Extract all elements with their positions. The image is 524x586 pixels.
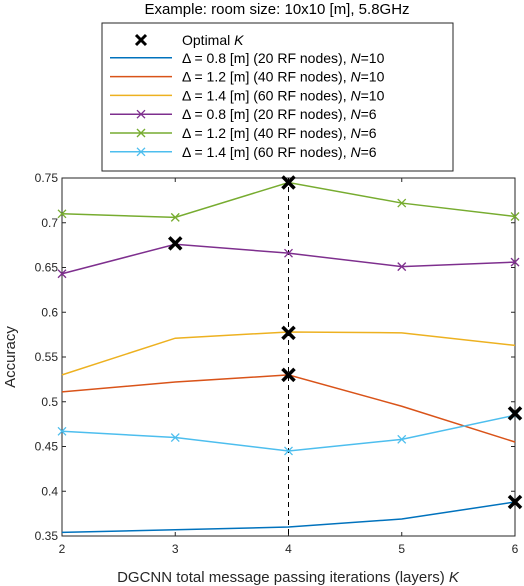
optimal-k-marker-stroke [281,325,296,341]
y-tick-label: 0.6 [41,305,58,319]
data-point [284,446,293,456]
data-point-stroke [510,212,520,221]
optimal-k-marker [281,367,296,383]
optimal-k-marker [281,175,296,190]
x-tick-label: 3 [172,542,179,556]
axes-box [61,177,516,537]
legend-marker [136,147,146,157]
data-point-stroke [284,248,293,258]
data-point [57,209,67,219]
y-tick-label: 0.55 [35,350,59,364]
optimal-k-marker-stroke [507,406,523,421]
y-tick-label: 0.75 [35,171,59,185]
y-tick-label: 0.5 [41,395,58,409]
legend: Optimal K Δ = 0.8 [m] (20 RF nodes), N=10… [101,22,454,172]
data-point-stroke [170,212,180,222]
optimal-k-marker-stroke [507,494,523,510]
legend-marker-stroke [136,128,146,138]
y-tick-label: 0.45 [35,440,59,454]
legend-optimal-marker [134,33,148,47]
data-point-stroke [510,257,520,267]
data-point-stroke [397,198,407,208]
y-tick-label: 0.65 [35,261,59,275]
data-point [510,212,520,221]
optimal-markers [168,175,523,510]
y-tick-label: 0.7 [41,216,58,230]
optimal-k-marker [168,236,183,251]
series-4 [57,239,520,279]
data-point [57,426,67,436]
data-point-stroke [57,209,67,219]
data-point [170,212,180,222]
legend-label: Δ = 1.4 [m] (60 RF nodes), N=6 [182,144,377,160]
plot-area: 2 3 4 5 6 0.35 0.4 0.45 0.5 0.55 0.6 0.65 0.7 0.75 [35,171,523,556]
legend-marker [136,109,146,119]
legend-optimal-marker-stroke [134,33,148,47]
data-point [397,198,407,208]
optimal-k-marker-stroke [168,236,183,251]
legend-label: Δ = 0.8 [m] (20 RF nodes), N=10 [182,50,385,66]
legend-label: Δ = 0.8 [m] (20 RF nodes), N=6 [182,106,377,122]
y-tick-label: 0.4 [41,484,58,498]
x-tick-label: 2 [59,542,66,556]
legend-label: Δ = 1.4 [m] (60 RF nodes), N=10 [182,87,385,103]
legend-box [101,22,454,172]
data-point [284,248,293,258]
optimal-k-marker-stroke [281,175,296,190]
legend-label: Δ = 1.2 [m] (40 RF nodes), N=6 [182,125,377,141]
legend-marker-stroke [136,109,146,119]
data-point-stroke [397,262,407,272]
legend-label: Optimal K [182,32,244,48]
data-point-stroke [57,426,67,436]
x-tick-label: 4 [285,542,292,556]
data-point [510,257,520,267]
chart-title: Example: room size: 10x10 [m], 5.8GHz [144,1,409,18]
legend-label: Δ = 1.2 [m] (40 RF nodes), N=10 [182,69,385,85]
optimal-k-marker [281,325,296,341]
x-tick-label: 6 [512,542,519,556]
data-point-stroke [57,269,67,279]
y-axis-label: Accuracy [2,326,19,388]
x-axis-label: DGCNN total message passing iterations (… [117,569,460,586]
data-point-stroke [284,446,293,456]
x-tick-label: 5 [398,542,405,556]
y-tick-label: 0.35 [35,529,59,543]
optimal-k-marker [507,494,523,510]
legend-marker [136,128,146,138]
data-point [397,262,407,272]
data-point-stroke [397,434,407,444]
optimal-k-marker [507,406,523,421]
data-point [57,269,67,279]
optimal-k-marker-stroke [281,367,296,383]
series-line [61,501,516,534]
data-point [170,433,180,443]
data-point [397,434,407,444]
series-1 [61,501,516,534]
data-point-stroke [170,433,180,443]
legend-marker-stroke [136,147,146,157]
